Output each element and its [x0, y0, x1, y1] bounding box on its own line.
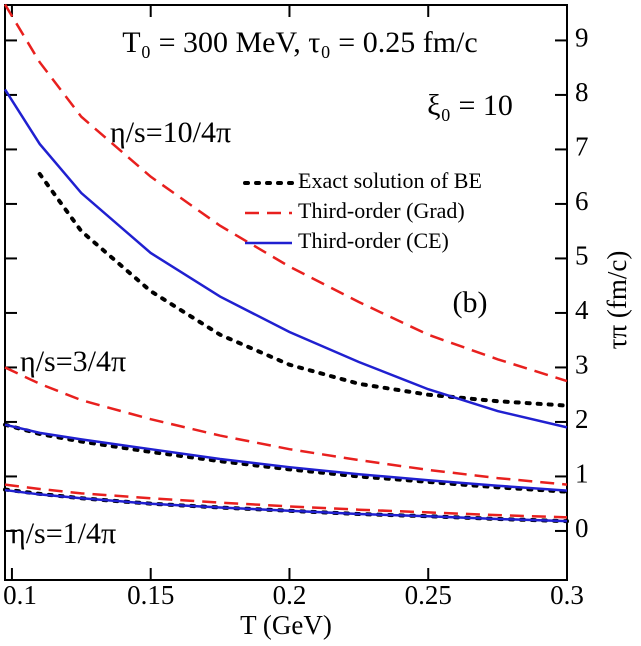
annotation: (b): [453, 286, 488, 319]
y-tick-label: 5: [575, 241, 589, 271]
annotation: η/s=1/4π: [10, 517, 116, 550]
y-tick-label: 8: [575, 77, 589, 107]
legend-label: Third-order (Grad): [298, 198, 465, 223]
series-line: [37, 171, 569, 408]
y-tick-label: 0: [575, 513, 589, 543]
y-axis-title: τπ (fm/c): [602, 251, 632, 350]
series-line: [3, 422, 569, 494]
legend-label: Third-order (CE): [298, 228, 449, 253]
series-line: [4, 366, 568, 486]
x-tick-label: 0.3: [550, 580, 584, 610]
x-tick-label: 0.2: [273, 580, 307, 610]
annotation: η/s=10/4π: [110, 116, 231, 149]
y-tick-label: 3: [575, 350, 589, 380]
plot-frame: [4, 4, 568, 581]
annotation: ξ₀ = 10: [427, 89, 513, 122]
y-tick-label: 7: [575, 132, 589, 162]
x-tick-label: 0.25: [405, 580, 452, 610]
y-tick-label: 2: [575, 404, 589, 434]
series-line: [3, 88, 568, 429]
legend-label: Exact solution of BE: [298, 168, 482, 193]
y-tick-label: 4: [575, 295, 589, 325]
y-tick-label: 9: [575, 23, 589, 53]
annotation: η/s=3/4π: [20, 345, 126, 378]
y-tick-label: 6: [575, 186, 589, 216]
series-line: [4, 483, 568, 519]
x-tick-label: 0.1: [3, 580, 37, 610]
y-tick-label: 1: [575, 459, 589, 489]
series-line: [3, 3, 568, 383]
annotation: T₀ = 300 MeV, τ₀ = 0.25 fm/c: [122, 26, 477, 59]
series-line: [4, 423, 568, 492]
series-line: [4, 488, 568, 523]
x-axis-title: T (GeV): [240, 610, 332, 640]
x-tick-label: 0.15: [127, 580, 174, 610]
